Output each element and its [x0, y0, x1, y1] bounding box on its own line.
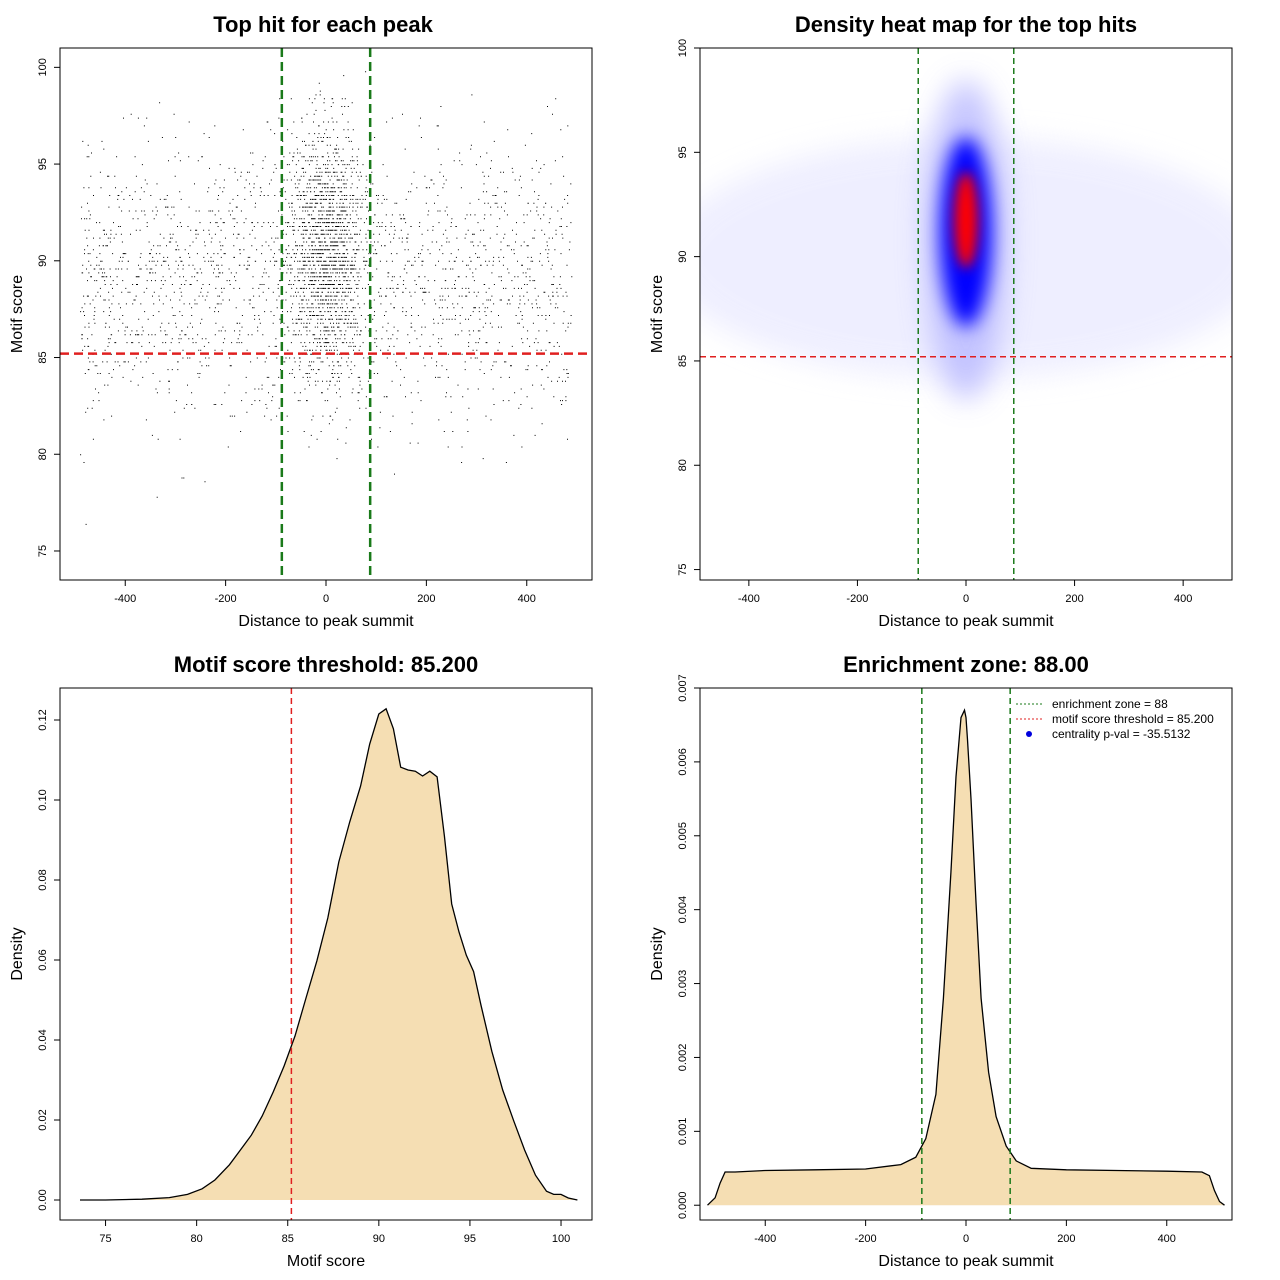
x-tick-label: -400	[754, 1233, 776, 1245]
x-tick-label: 200	[1057, 1233, 1075, 1245]
scatter-x-axis-label: Distance to peak summit	[238, 613, 414, 630]
x-tick-label: -200	[215, 593, 237, 605]
y-tick-label: 80	[37, 448, 49, 460]
x-tick-label: -400	[114, 593, 136, 605]
x-tick-label: -400	[738, 593, 760, 605]
density-fill	[80, 708, 578, 1200]
distance-density-plot-frame	[699, 687, 1233, 1221]
score-density-y-axis-label: Density	[9, 927, 26, 980]
legend: enrichment zone = 88 motif score thresho…	[1016, 697, 1214, 741]
y-tick-label: 85	[37, 351, 49, 363]
heatmap-y-axis-label: Motif score	[649, 275, 666, 353]
density-curve	[707, 708, 1225, 1206]
y-tick-label: 0.10	[37, 789, 49, 810]
distance-density-y-axis-label: Density	[649, 927, 666, 980]
scatter-y-axis-label: Motif score	[9, 275, 26, 353]
y-tick-label: 0.006	[677, 748, 689, 776]
x-tick-label: 95	[464, 1233, 476, 1245]
x-tick-label: 85	[282, 1233, 294, 1245]
y-tick-label: 75	[677, 563, 689, 575]
scatter-points	[80, 71, 573, 525]
legend-label-enrichment-zone: enrichment zone = 88	[1052, 697, 1168, 711]
x-tick-label: 0	[963, 593, 969, 605]
y-tick-label: 0.004	[677, 896, 689, 924]
x-tick-label: 0	[323, 593, 329, 605]
heatmap-panel: Density heat map for the top hits -400 -2…	[649, 12, 1233, 630]
score-density-x-axis-label: Motif score	[287, 1253, 365, 1270]
scatter-panel: Top hit for each peak -400 -200 0 200 400 75 8…	[9, 12, 593, 630]
y-tick-label: 95	[37, 158, 49, 170]
y-tick-label: 0.002	[677, 1044, 689, 1072]
y-tick-label: 100	[677, 39, 689, 57]
x-tick-label: -200	[855, 1233, 877, 1245]
heatmap-density	[700, 48, 1232, 580]
y-tick-label: 0.005	[677, 822, 689, 850]
y-tick-label: 100	[37, 58, 49, 76]
distance-density-panel: Enrichment zone: 88.00 -400 -200 0 200 400 0.…	[649, 652, 1233, 1270]
y-tick-label: 0.02	[37, 1109, 49, 1130]
y-tick-label: 80	[677, 459, 689, 471]
x-tick-label: 100	[552, 1233, 570, 1245]
y-tick-label: 75	[37, 545, 49, 557]
y-tick-label: 90	[37, 255, 49, 267]
y-tick-label: 0.04	[37, 1029, 49, 1050]
density-curve	[80, 707, 578, 1201]
y-tick-label: 0.000	[677, 1191, 689, 1219]
x-tick-label: 400	[1174, 593, 1192, 605]
legend-swatch-centrality	[1026, 731, 1032, 737]
x-tick-label: 400	[1158, 1233, 1176, 1245]
y-tick-label: 0.003	[677, 970, 689, 998]
x-tick-label: 75	[99, 1233, 111, 1245]
y-tick-label: 0.12	[37, 709, 49, 730]
x-tick-label: 0	[963, 1233, 969, 1245]
y-tick-label: 0.001	[677, 1118, 689, 1146]
heatmap-x-axis-label: Distance to peak summit	[878, 613, 1054, 630]
x-tick-label: 80	[191, 1233, 203, 1245]
y-tick-label: 95	[677, 146, 689, 158]
legend-label-motif-threshold: motif score threshold = 85.200	[1052, 712, 1214, 726]
heatmap-plot-frame	[699, 47, 1233, 581]
distance-density-x-axis-label: Distance to peak summit	[878, 1253, 1054, 1270]
x-tick-label: 200	[1065, 593, 1083, 605]
legend-label-centrality: centrality p-val = -35.5132	[1052, 727, 1191, 741]
scatter-plot-frame	[59, 47, 593, 581]
x-tick-label: 90	[373, 1233, 385, 1245]
heatmap-title: Density heat map for the top hits	[795, 12, 1137, 37]
score-density-panel: Motif score threshold: 85.200 75 80 85 90 95…	[9, 652, 593, 1270]
density-fill	[707, 710, 1225, 1206]
y-tick-label: 0.08	[37, 869, 49, 890]
y-tick-label: 85	[677, 355, 689, 367]
score-density-plot-frame	[59, 687, 593, 1221]
y-tick-label: 0.007	[677, 674, 689, 702]
scatter-title: Top hit for each peak	[213, 12, 433, 37]
y-tick-label: 0.06	[37, 949, 49, 970]
x-tick-label: 400	[518, 593, 536, 605]
x-tick-label: -200	[846, 593, 868, 605]
y-tick-label: 0.00	[37, 1189, 49, 1210]
y-tick-label: 90	[677, 251, 689, 263]
scatter-point-cloud	[80, 71, 573, 525]
score-density-title: Motif score threshold: 85.200	[174, 652, 478, 677]
x-tick-label: 200	[417, 593, 435, 605]
distance-density-title: Enrichment zone: 88.00	[843, 652, 1089, 677]
